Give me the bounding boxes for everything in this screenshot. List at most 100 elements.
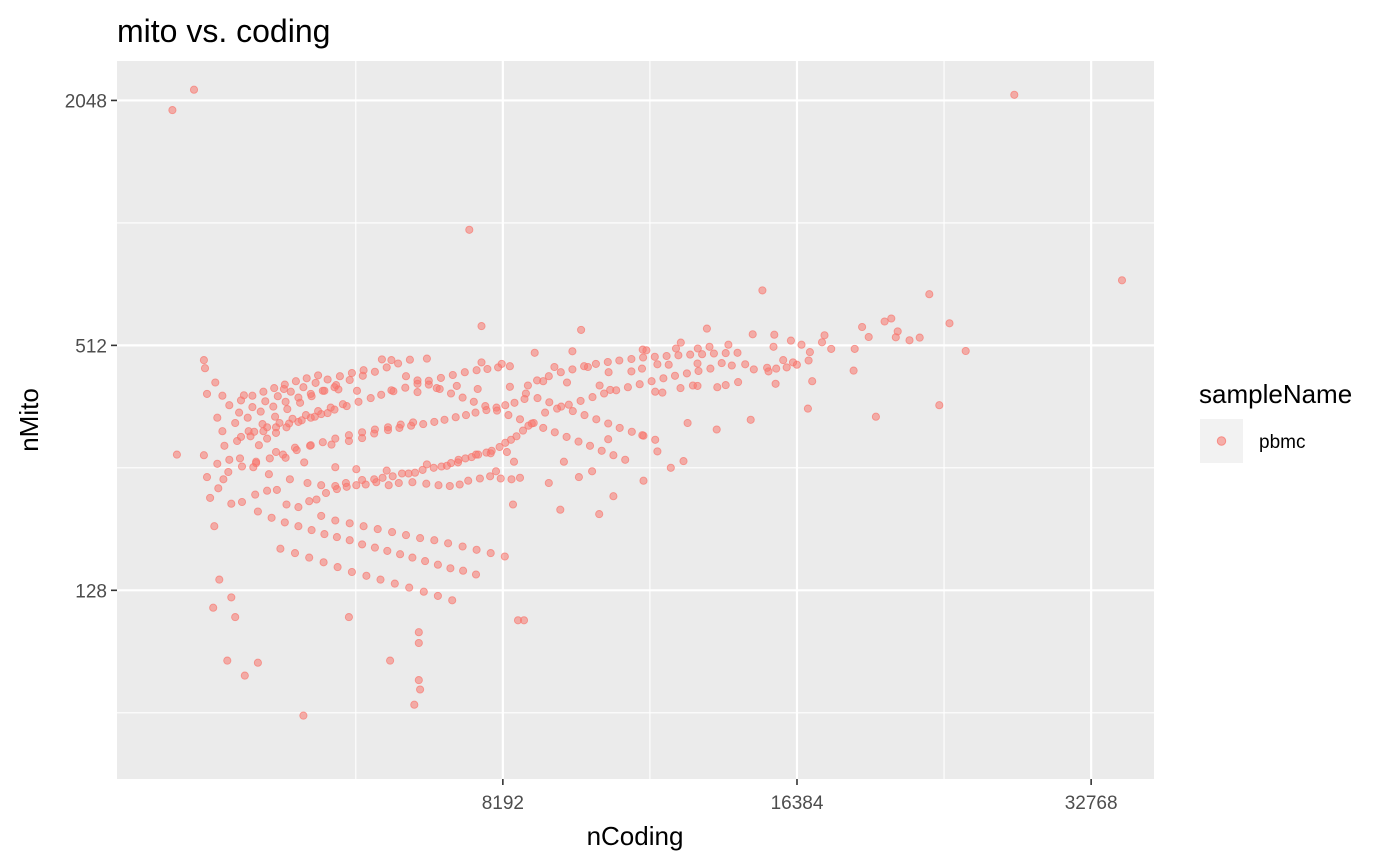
data-point <box>864 332 873 342</box>
data-point <box>871 412 880 421</box>
data-point <box>472 366 481 375</box>
data-point <box>639 431 648 440</box>
data-point <box>609 492 618 501</box>
data-point <box>235 454 245 463</box>
data-point <box>961 346 970 356</box>
data-point <box>344 613 353 622</box>
data-point <box>724 340 733 349</box>
data-point <box>473 384 482 394</box>
data-point <box>302 374 311 383</box>
data-point <box>530 348 539 357</box>
data-point <box>202 389 212 398</box>
data-point <box>317 481 326 490</box>
data-point <box>706 364 715 373</box>
data-point <box>405 583 414 592</box>
data-point <box>779 356 788 365</box>
data-point <box>224 467 233 477</box>
data-point <box>253 658 262 667</box>
data-point <box>388 472 397 481</box>
data-point <box>792 360 801 369</box>
data-point <box>306 389 315 398</box>
data-point <box>500 552 509 561</box>
data-point <box>303 478 312 488</box>
data-point <box>265 454 274 463</box>
y-axis-title: nMito <box>14 388 44 452</box>
data-point <box>209 603 218 612</box>
data-point <box>314 371 323 380</box>
data-point <box>693 344 702 353</box>
data-point <box>486 549 495 558</box>
data-point <box>345 519 354 528</box>
data-point <box>533 394 542 403</box>
data-point <box>414 638 423 648</box>
data-point <box>727 361 736 370</box>
data-point <box>299 711 308 720</box>
axis-ticks: 8192 16384 32768 128 512 2048 <box>65 91 1118 814</box>
data-point <box>518 426 528 435</box>
data-point <box>461 411 471 420</box>
data-point <box>424 380 433 389</box>
data-point <box>276 544 285 553</box>
data-point <box>386 656 395 665</box>
data-point <box>422 460 431 469</box>
data-point <box>492 406 502 415</box>
data-point <box>414 676 423 685</box>
data-point <box>515 473 525 482</box>
data-point <box>758 286 767 295</box>
data-point <box>366 394 375 403</box>
data-point <box>505 362 514 371</box>
data-point <box>271 412 280 421</box>
data-point <box>709 349 718 358</box>
data-point <box>252 457 261 466</box>
data-point <box>505 382 514 391</box>
data-point <box>683 418 692 428</box>
data-point <box>653 360 662 369</box>
data-point <box>925 290 934 299</box>
data-point <box>278 450 288 459</box>
data-point <box>422 479 431 488</box>
data-point <box>550 362 559 372</box>
data-point <box>574 437 583 446</box>
data-point <box>651 387 660 396</box>
data-point <box>653 447 662 456</box>
data-point <box>623 383 632 392</box>
y-tick-label: 128 <box>75 581 107 602</box>
data-point <box>283 405 292 414</box>
data-point <box>430 417 439 426</box>
data-point <box>808 377 817 386</box>
data-point <box>382 466 391 475</box>
data-point <box>446 459 456 468</box>
data-point <box>305 497 314 506</box>
data-point <box>330 383 339 392</box>
data-point <box>413 376 422 385</box>
data-point <box>320 530 329 539</box>
data-point <box>233 436 242 446</box>
chart-title: mito vs. coding <box>117 13 330 49</box>
data-point <box>401 372 411 381</box>
data-point <box>321 488 331 498</box>
data-point <box>419 587 428 596</box>
data-point <box>559 457 568 466</box>
data-point <box>422 354 431 363</box>
data-point <box>568 407 577 416</box>
data-point <box>387 356 396 365</box>
data-point <box>401 531 411 540</box>
data-point <box>294 393 303 402</box>
data-point <box>627 367 636 376</box>
data-point <box>206 493 215 502</box>
data-points <box>168 85 1127 720</box>
data-point <box>359 522 368 531</box>
data-point <box>850 344 859 353</box>
data-point <box>527 419 536 428</box>
data-point <box>705 342 714 351</box>
data-point <box>477 358 486 367</box>
data-point <box>264 470 273 479</box>
data-point <box>248 391 257 400</box>
data-point <box>658 388 667 397</box>
data-point <box>671 344 681 353</box>
data-point <box>1010 90 1019 99</box>
data-point <box>509 457 519 466</box>
data-point <box>237 462 247 471</box>
data-point <box>285 419 294 428</box>
data-point <box>502 447 511 457</box>
